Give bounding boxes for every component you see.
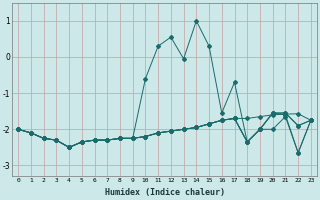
X-axis label: Humidex (Indice chaleur): Humidex (Indice chaleur) — [105, 188, 225, 197]
